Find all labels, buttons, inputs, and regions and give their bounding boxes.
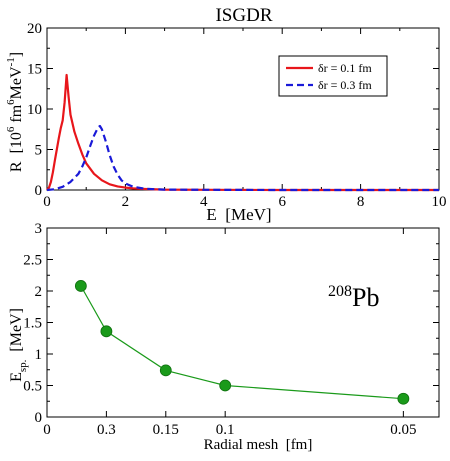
x-tick-label: 0 (43, 194, 51, 210)
x-axis-ticks: 0 0.3 0.15 0.1 0.05 (43, 228, 416, 438)
y-tick-label: 2 (35, 284, 43, 300)
x-axis-ticks: 0 2 4 6 8 10 (43, 28, 447, 210)
legend-label-series-2: δr = 0.3 fm (318, 78, 372, 92)
top-chart: ISGDR 0 2 4 6 8 10 0 5 10 15 20 δr = 0.1 fm δr = … (5, 5, 447, 224)
x-tick-label: 0.15 (153, 422, 179, 438)
x-axis-label: Radial mesh [fm] (204, 437, 313, 453)
y-tick-label: 3 (35, 221, 43, 237)
y-tick-label: 5 (35, 143, 43, 159)
nucleus-annotation: 208Pb (328, 283, 379, 312)
y-axis-label: R [106 fm6MeV-1] (5, 52, 25, 172)
x-tick-label: 8 (357, 194, 365, 210)
y-tick-label: 1 (35, 347, 43, 363)
y-tick-label: 10 (27, 102, 42, 118)
series-line (74, 280, 410, 405)
y-tick-label: 0 (35, 183, 43, 199)
data-point (159, 364, 172, 377)
data-point (100, 325, 113, 338)
x-tick-label: 0.1 (216, 422, 235, 438)
y-tick-label: 0.5 (23, 379, 42, 395)
x-tick-label: 4 (200, 194, 208, 210)
y-axis-ticks: 0 5 10 15 20 (27, 21, 439, 199)
y-axis-ticks: 0 0.5 1 1.5 2 2.5 3 (23, 221, 439, 426)
series-lines (46, 73, 439, 192)
x-tick-label: 0.3 (97, 422, 116, 438)
x-tick-label: 0 (43, 422, 51, 438)
legend-label-series-1: δr = 0.1 fm (318, 61, 372, 75)
y-tick-label: 20 (27, 21, 42, 37)
plot-frame (46, 227, 440, 418)
x-tick-label: 2 (122, 194, 130, 210)
y-tick-label: 15 (27, 62, 42, 78)
y-tick-label: 1.5 (23, 316, 42, 332)
legend-box (278, 55, 388, 97)
series-line-2 (46, 124, 439, 192)
x-tick-label: 0.05 (390, 422, 416, 438)
x-axis-label: E [MeV] (206, 205, 271, 224)
data-point (397, 392, 410, 405)
bottom-chart: 0 0.3 0.15 0.1 0.05 0 0.5 1 1.5 2 2.5 3 208Pb Radi… (8, 221, 440, 453)
y-tick-label: 2.5 (23, 253, 42, 269)
legend: δr = 0.1 fm δr = 0.3 fm (278, 55, 388, 97)
data-point (219, 379, 232, 392)
y-tick-label: 0 (35, 410, 43, 426)
x-tick-label: 6 (278, 194, 286, 210)
data-point (74, 280, 87, 292)
plot-frame (46, 27, 440, 191)
y-axis-label: Esp. [MeV] (8, 308, 29, 382)
chart-title: ISGDR (215, 5, 272, 26)
x-tick-label: 10 (432, 194, 447, 210)
